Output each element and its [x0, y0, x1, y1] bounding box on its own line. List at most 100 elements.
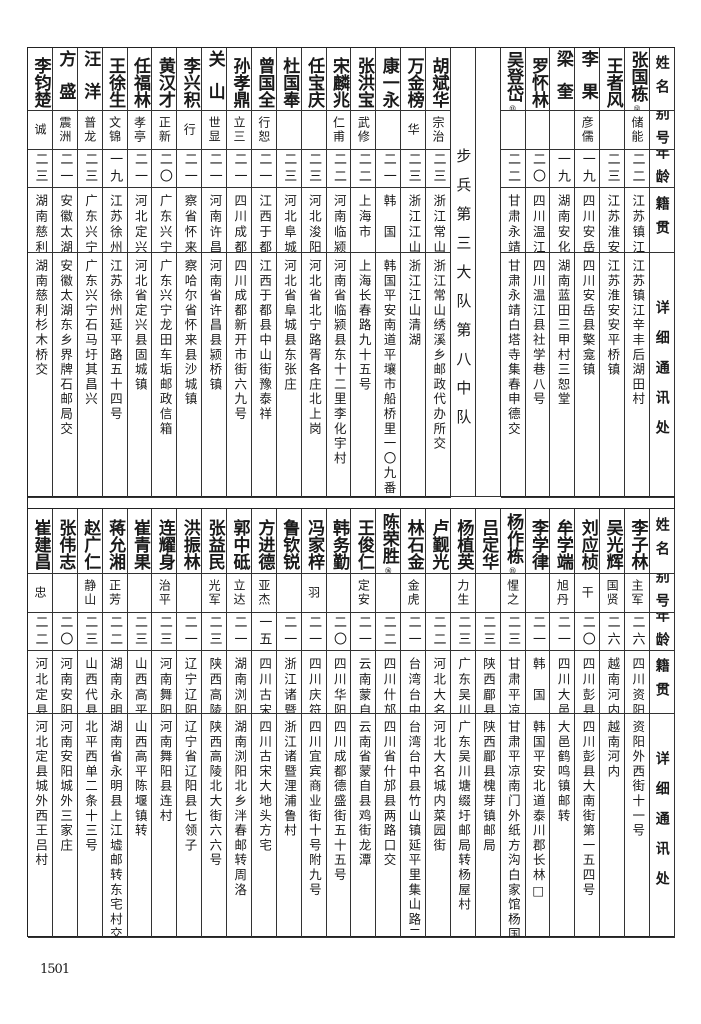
address-text: 韩国平安南道平壤市船桥里一〇九番地: [381, 259, 397, 498]
name-text: 王徐生: [105, 56, 126, 108]
cell-name: 任福林: [127, 48, 153, 111]
cell-alias: [326, 574, 352, 613]
address-text: 察哈尔省怀来县沙城镇: [182, 259, 198, 407]
name-text: 冯家梓: [304, 518, 325, 570]
origin-text: 河北大名: [431, 657, 447, 714]
origin-text: 察省怀来: [182, 194, 198, 253]
address-text: 四川古宋大地头方宅: [257, 720, 273, 854]
age-text: 二三: [206, 614, 222, 649]
cell-alias: [52, 574, 78, 613]
cell-alias: 普龙: [77, 111, 103, 150]
address-text: 山西高平陈堰镇转: [132, 720, 148, 839]
cell-address: 广东吴川塘缀圩邮局转杨屋村: [450, 714, 476, 938]
header-label: 别号: [653, 574, 670, 613]
cell-address: 广东兴宁龙田车垢邮政信箱: [152, 253, 178, 498]
cell-address: 甘肃平凉南门外纸方沟白家馆杨国桢先生转: [500, 714, 526, 938]
age-text: 二三: [131, 614, 147, 649]
cell-address: 北平西单二条十三号: [77, 714, 103, 938]
cell-origin: 浙江江山: [401, 188, 427, 253]
cell-age: 一九: [575, 150, 601, 188]
name-text: 连耀身: [154, 518, 175, 570]
cell-age: 二一: [202, 150, 228, 188]
cell-alias: [525, 111, 551, 150]
cell-age: 二二: [28, 613, 53, 651]
age-text: 二一: [181, 614, 197, 649]
cell-origin: 河北定县: [28, 651, 53, 714]
cell-name: 孙孝鼎: [227, 48, 252, 111]
cell-address: 广东兴宁石马圩其昌兴: [77, 253, 103, 498]
cell-name: 蒋允湘: [102, 509, 128, 574]
header-name: 姓名: [650, 48, 675, 111]
cell-age: 二二: [102, 613, 128, 651]
cell-origin: 四川什邡: [376, 651, 402, 714]
cell-age: 二〇: [152, 150, 178, 188]
address-text: 四川成都德盛街五十五号: [331, 720, 347, 883]
address-text: 越南河内: [605, 720, 621, 780]
age-text: 二三: [82, 614, 98, 649]
alias-text: 仁甫: [331, 116, 346, 144]
cell-address: 四川古宋大地头方宅: [251, 714, 277, 938]
cell-name: 张国栋 ⑫: [625, 48, 650, 111]
address-text: 湖南慈利杉木桥交: [33, 259, 49, 378]
name-text: 张洪宝: [353, 56, 374, 108]
cell-age: 二三: [301, 150, 327, 188]
origin-text: 韩 国: [530, 657, 546, 704]
name-text: 杨植英: [453, 518, 474, 570]
cell-age: 二三: [152, 613, 178, 651]
name-text: 洪振林: [179, 518, 200, 570]
cell-alias: [550, 111, 576, 150]
age-text: 二〇: [330, 614, 346, 649]
blank-column: [475, 48, 501, 497]
address-text: 江苏淮安安平桥镇: [605, 259, 621, 378]
header-alias: 别号: [650, 574, 675, 613]
cell-name: 李钧楚: [28, 48, 53, 111]
cell-origin: 安徽太湖: [52, 188, 78, 253]
address-text: 四川宜宾商业街十号附九号: [306, 720, 322, 898]
alias-text: 干: [580, 586, 595, 600]
origin-text: 山西高平: [132, 657, 148, 714]
address-text: 广东吴川塘缀圩邮局转杨屋村: [456, 720, 472, 913]
cell-name: 冯家梓: [301, 509, 327, 574]
cell-origin: 广东吴川: [450, 651, 476, 714]
cell-alias: 金虎: [401, 574, 427, 613]
origin-text: 陕西郿县: [481, 657, 497, 714]
name-text: 崔青果: [129, 518, 150, 570]
cell-address: 云南省蒙自县鸡街龙潭: [351, 714, 377, 938]
age-text: 二一: [231, 151, 247, 186]
address-text: 甘肃平凉南门外纸方沟白家馆杨国桢先生转: [505, 720, 521, 938]
name-text: 杨作栋: [503, 513, 524, 564]
age-text: 二三: [480, 614, 496, 649]
origin-text: 云南蒙自: [356, 657, 372, 714]
origin-text: 广东吴川: [456, 657, 472, 714]
cell-name: 牟学端: [550, 509, 576, 574]
cell-age: 二六: [600, 613, 626, 651]
cell-origin: 湖南慈利: [28, 188, 53, 253]
header-origin: 籍贯: [650, 188, 675, 253]
cell-alias: 惺之: [500, 574, 526, 613]
cell-origin: 山西高平: [127, 651, 153, 714]
cell-origin: 四川资阳: [625, 651, 650, 714]
cell-age: 二一: [227, 613, 252, 651]
origin-text: 四川华阳: [331, 657, 347, 714]
cell-alias: 静山: [77, 574, 103, 613]
age-text: 二一: [256, 151, 272, 186]
cell-address: 江西于都县中山街豫泰祥: [251, 253, 277, 498]
header-label: 年龄: [653, 613, 670, 651]
alias-text: 储能: [630, 116, 645, 144]
cell-origin: 浙江常山: [426, 188, 451, 253]
cell-address: 甘肃永靖白塔寺集春申德交: [500, 253, 526, 498]
cell-address: 河北省北宁路胥各庄北上岗: [301, 253, 327, 498]
name-text: 任福林: [129, 56, 150, 108]
cell-origin: 韩 国: [376, 188, 402, 253]
age-text: 二三: [455, 614, 471, 649]
cell-origin: 河北定兴: [127, 188, 153, 253]
alias-text: 亚杰: [256, 579, 271, 607]
cell-name: 张益民: [202, 509, 228, 574]
alias-text: 立达: [231, 579, 246, 607]
name-text: 鲁钦锐: [279, 518, 300, 570]
name-text: 卢觐光: [428, 518, 449, 570]
address-text: 浙江常山绣溪乡邮政代办所交: [431, 259, 447, 452]
cell-name: 万金榜: [401, 48, 427, 111]
alias-text: 诚: [32, 123, 47, 137]
cell-address: 四川成都德盛街五十五号: [326, 714, 352, 938]
